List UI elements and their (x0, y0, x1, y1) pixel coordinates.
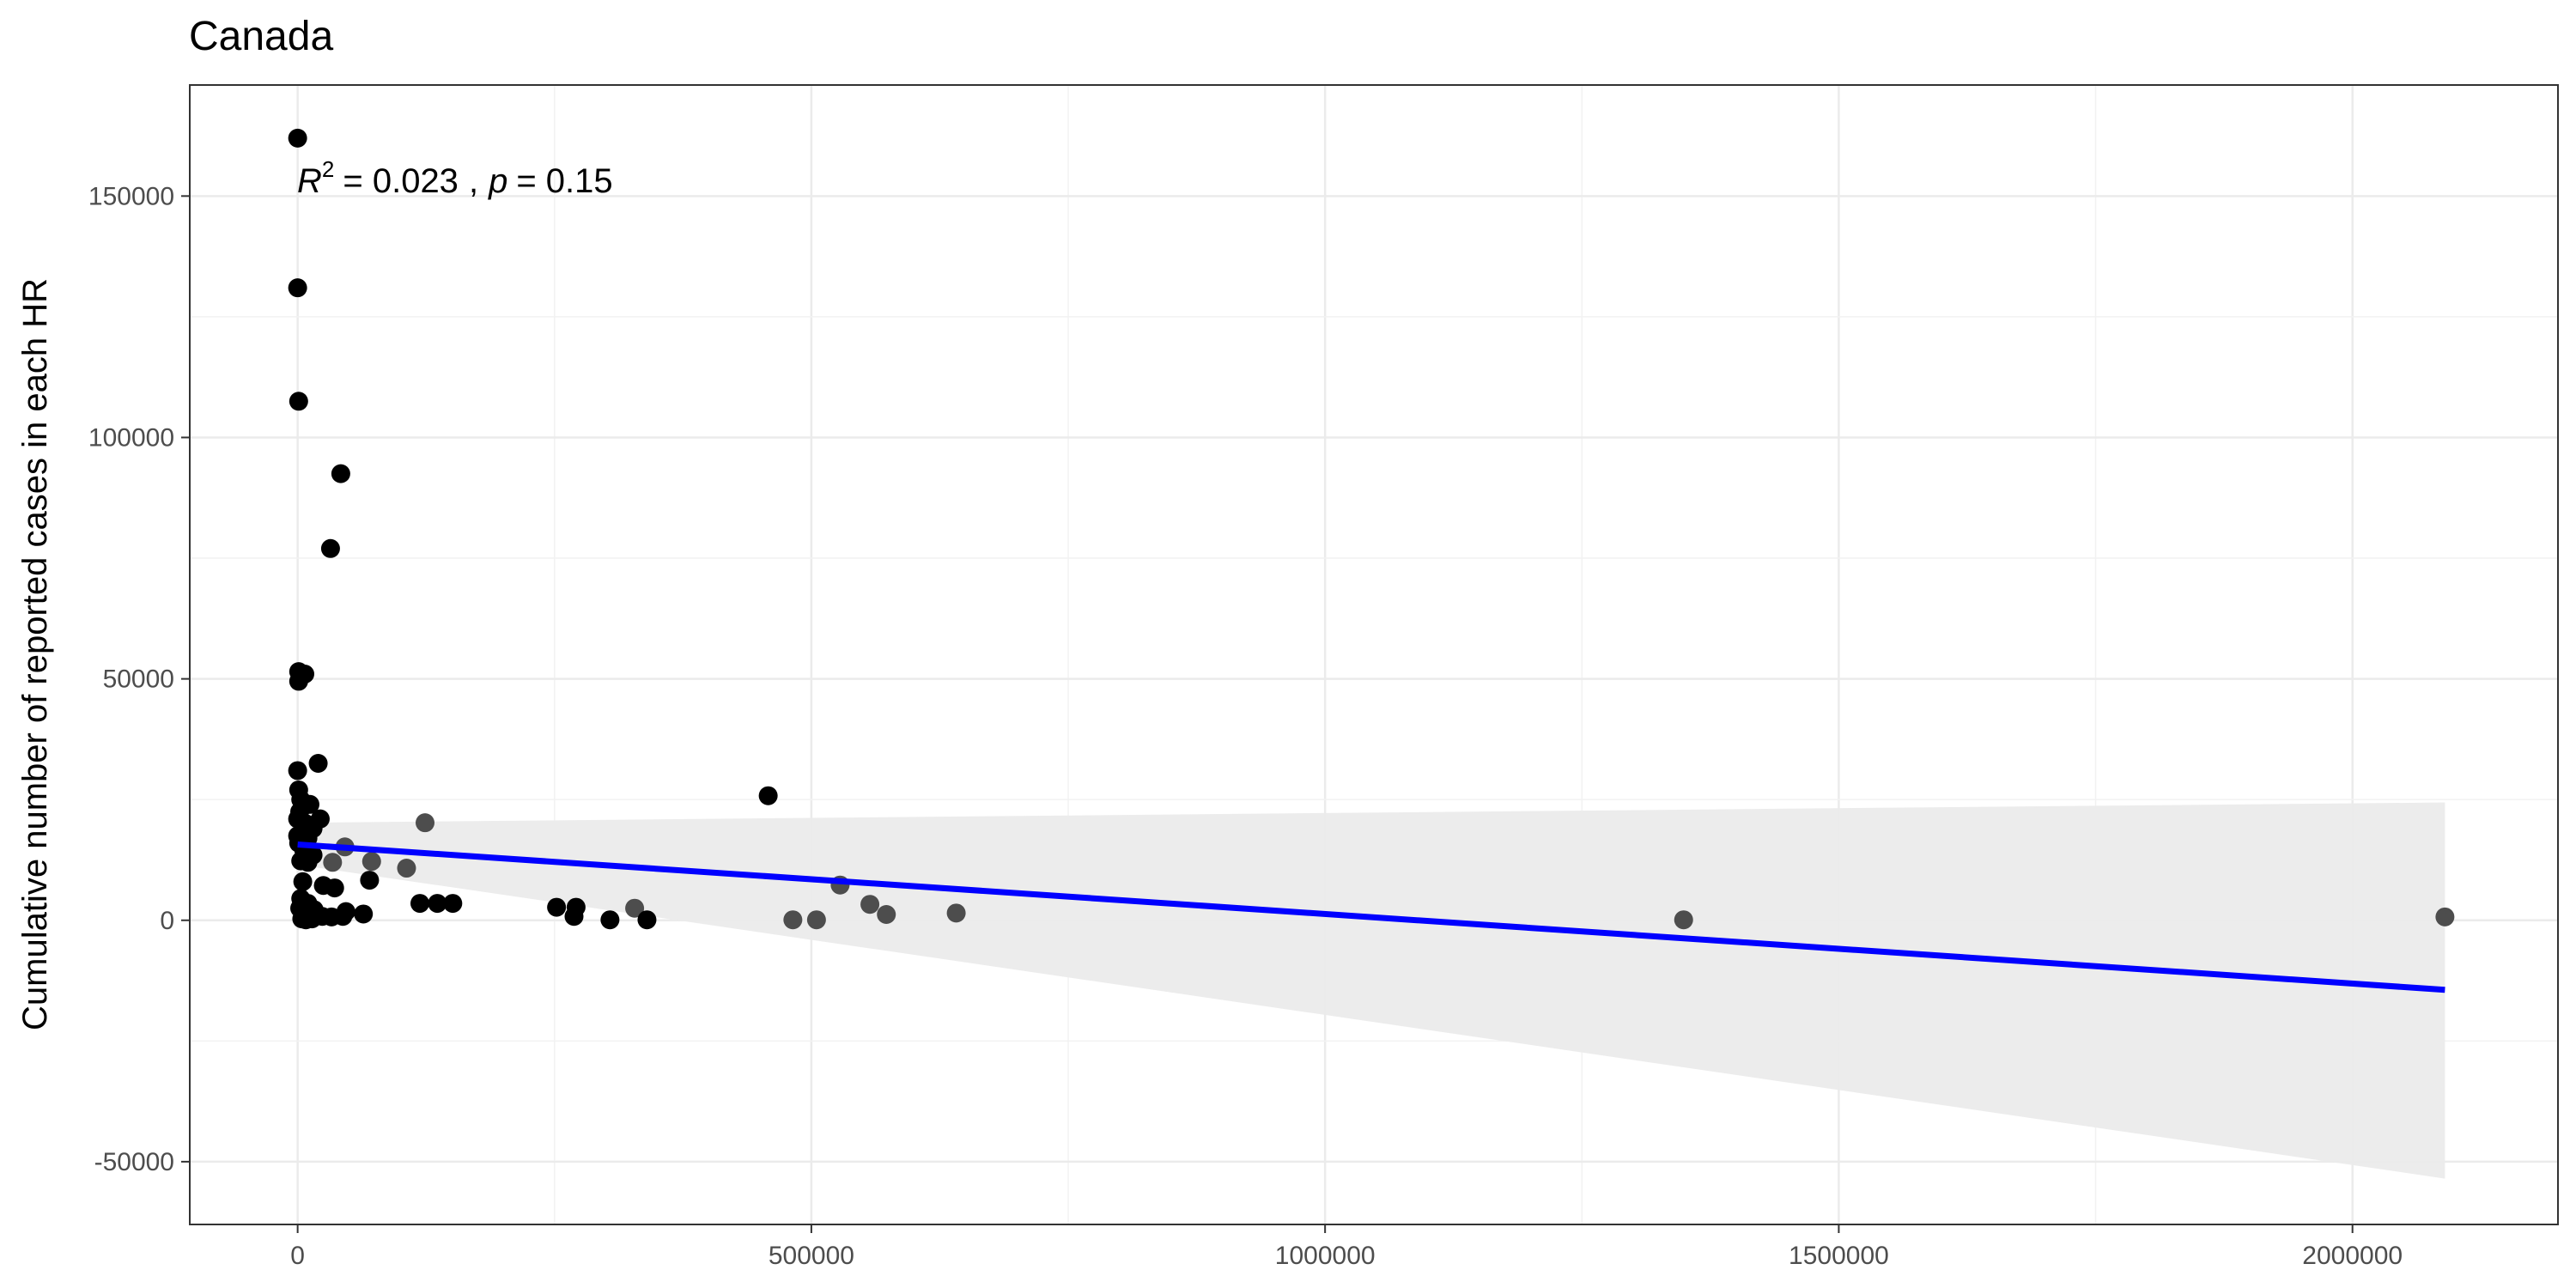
data-point (360, 871, 380, 890)
data-point (354, 904, 374, 924)
data-point (361, 852, 381, 872)
data-point (564, 907, 584, 927)
y-tick-label: 150000 (88, 182, 174, 210)
y-tick-label: 50000 (103, 665, 174, 694)
y-tick-label: -50000 (94, 1148, 174, 1176)
data-point (806, 910, 826, 930)
p-value: = 0.15 (516, 162, 612, 200)
data-point (758, 786, 778, 805)
data-point (331, 464, 350, 483)
y-tick-label: 0 (160, 907, 174, 935)
data-point (600, 910, 620, 930)
x-tick-label: 1000000 (1275, 1242, 1376, 1270)
data-point (288, 278, 307, 298)
data-point (289, 392, 308, 411)
data-point (428, 894, 447, 914)
data-point (397, 859, 416, 878)
regression-line (297, 841, 2445, 993)
data-point (288, 128, 307, 148)
x-tick-label: 500000 (769, 1242, 854, 1270)
axes: 0 500000 1000000 1500000 2000000 -50000 0 50000… (88, 182, 2403, 1270)
x-tick-label: 2000000 (2302, 1242, 2403, 1270)
data-point (288, 761, 307, 781)
data-point (783, 910, 803, 930)
data-point (860, 895, 880, 914)
data-point (946, 903, 966, 923)
stats-annotation: R2 = 0.023, p = 0.15 (297, 156, 613, 200)
confidence-band (297, 802, 2445, 1179)
data-point (325, 878, 344, 898)
regression-line-layer (297, 841, 2445, 993)
plot-panel-border (189, 84, 2559, 1225)
p-value-symbol: p (488, 162, 507, 200)
data-point (410, 894, 430, 914)
data-point (333, 907, 353, 927)
data-point (293, 872, 313, 891)
data-point (289, 671, 308, 691)
data-point (323, 853, 343, 872)
y-tick-label: 100000 (88, 423, 174, 452)
r-squared-exponent: 2 (322, 156, 334, 182)
chart-title: Canada (189, 14, 333, 59)
data-point (320, 538, 340, 558)
confidence-band-layer (297, 802, 2445, 1179)
data-point (547, 897, 567, 917)
data-point (298, 853, 318, 872)
data-point (637, 910, 657, 930)
x-tick-label: 1500000 (1789, 1242, 1889, 1270)
data-point (443, 894, 463, 914)
x-tick-label: 0 (290, 1242, 305, 1270)
data-point (308, 754, 328, 774)
data-point (625, 898, 645, 918)
stats-separator: , (469, 162, 478, 200)
r-squared-value: = 0.023 (343, 162, 459, 200)
data-point (877, 905, 896, 925)
data-point (2435, 907, 2455, 927)
data-point (1674, 910, 1693, 930)
y-axis-label: Cumulative number of reported cases in e… (16, 278, 54, 1030)
r-squared-symbol: R (297, 162, 322, 200)
data-point (416, 813, 435, 833)
data-point (302, 909, 322, 929)
